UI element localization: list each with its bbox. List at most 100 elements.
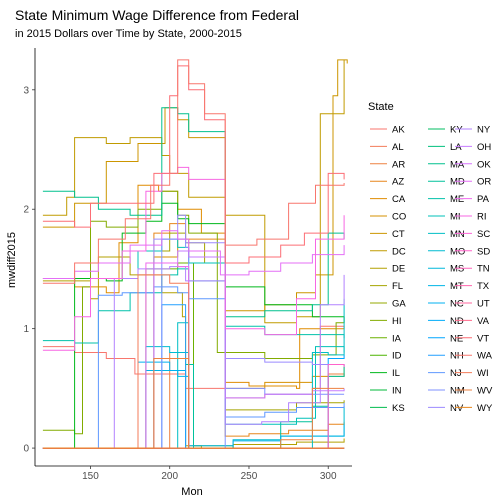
legend-item-nc: NC	[428, 299, 464, 310]
series-line-il	[42, 202, 345, 449]
legend-label: IN	[392, 386, 402, 397]
legend-item-az: AZ	[370, 177, 404, 188]
legend-item-al: AL	[370, 142, 404, 153]
legend-label: KS	[392, 403, 405, 414]
x-tick-label: 150	[82, 471, 99, 482]
legend-item-co: CO	[370, 212, 406, 223]
plot-area	[42, 59, 348, 449]
legend-label: MD	[450, 177, 465, 188]
legend-label: NE	[450, 333, 463, 344]
legend-item-tx: TX	[455, 281, 490, 292]
legend-item-nh: NH	[428, 351, 464, 362]
y-axis-label: mwdiff2015	[6, 232, 18, 288]
legend-item-hi: HI	[370, 316, 402, 327]
legend-label: ND	[450, 316, 464, 327]
series-line-vt	[42, 65, 345, 264]
axes: 150 200 250 300 0 1 2 3	[23, 48, 352, 482]
legend-label: SD	[477, 246, 490, 257]
x-tick-label: 200	[161, 471, 178, 482]
legend-label: DE	[392, 264, 405, 275]
series-line-wa	[42, 59, 345, 284]
legend-item-oh: OH	[455, 142, 491, 153]
legend-item-ok: OK	[455, 159, 491, 170]
legend-item-mt: MT	[428, 281, 464, 292]
legend-label: VA	[477, 316, 490, 327]
legend-label: OK	[477, 159, 491, 170]
series-line-ct	[42, 59, 348, 312]
legend-item-or: OR	[455, 177, 491, 188]
legend-item-la: LA	[428, 142, 462, 153]
x-axis-label: Mon	[181, 486, 202, 498]
legend-item-me: ME	[428, 194, 464, 205]
legend-item-tn: TN	[455, 264, 490, 275]
legend-label: TX	[477, 281, 490, 292]
legend-item-va: VA	[455, 316, 490, 327]
chart-title: State Minimum Wage Difference from Feder…	[15, 7, 299, 23]
legend-label: TN	[477, 264, 490, 275]
series-line-ma	[42, 107, 345, 318]
legend-label: WI	[477, 368, 489, 379]
legend-label: WY	[477, 403, 493, 414]
legend-label: AK	[392, 125, 405, 136]
legend-label: UT	[477, 299, 490, 310]
legend-item-ne: NE	[428, 333, 463, 344]
legend-label: IL	[392, 368, 400, 379]
legend-item-wy: WY	[455, 403, 493, 414]
legend-label: CA	[392, 194, 406, 205]
legend-label: GA	[392, 299, 406, 310]
legend-label: NH	[450, 351, 464, 362]
legend-label: MI	[450, 212, 461, 223]
legend-item-ny: NY	[455, 125, 491, 136]
legend-item-pa: PA	[455, 194, 490, 205]
legend-item-ms: MS	[428, 264, 464, 275]
legend-label: PA	[477, 194, 490, 205]
legend-label: VT	[477, 333, 489, 344]
legend-item-ri: RI	[455, 212, 487, 223]
legend-label: NY	[477, 125, 491, 136]
legend-item-il: IL	[370, 368, 400, 379]
y-tick-label: 2	[23, 205, 29, 216]
legend-label: RI	[477, 212, 487, 223]
legend-label: ID	[392, 351, 402, 362]
legend-item-wa: WA	[455, 351, 493, 362]
legend-label: FL	[392, 281, 403, 292]
legend-label: AZ	[392, 177, 404, 188]
legend-label: AR	[392, 159, 405, 170]
legend-item-nd: ND	[428, 316, 464, 327]
x-tick-label: 300	[320, 471, 337, 482]
series-line-md	[42, 358, 345, 449]
y-tick-label: 0	[23, 444, 29, 455]
legend-item-ma: MA	[428, 159, 465, 170]
legend-item-fl: FL	[370, 281, 403, 292]
chart-subtitle: in 2015 Dollars over Time by State, 2000…	[15, 28, 242, 40]
legend-label: HI	[392, 316, 402, 327]
y-tick-label: 3	[23, 85, 29, 96]
legend-label: NM	[450, 386, 465, 397]
legend-label: MT	[450, 281, 464, 292]
legend-item-ga: GA	[370, 299, 406, 310]
legend-label: CO	[392, 212, 406, 223]
legend-item-nv: NV	[428, 403, 464, 414]
legend-label: LA	[450, 142, 462, 153]
legend-label: MN	[450, 229, 465, 240]
legend-item-mo: MO	[428, 246, 465, 257]
legend-label: IA	[392, 333, 402, 344]
legend: AK AL AR AZ CA CO CT DC DE FL GA HI IA ID IL IN KS KY LA MA…	[370, 125, 493, 414]
legend-item-mi: MI	[428, 212, 461, 223]
legend-item-id: ID	[370, 351, 402, 362]
legend-label: NJ	[450, 368, 462, 379]
legend-label: CT	[392, 229, 405, 240]
legend-label: MA	[450, 159, 465, 170]
legend-label: MS	[450, 264, 464, 275]
legend-title: State	[368, 101, 394, 113]
legend-item-in: IN	[370, 386, 402, 397]
legend-item-ky: KY	[428, 125, 463, 136]
legend-item-ia: IA	[370, 333, 402, 344]
legend-item-ar: AR	[370, 159, 405, 170]
y-tick-label: 1	[23, 324, 29, 335]
legend-item-sc: SC	[455, 229, 490, 240]
legend-item-ct: CT	[370, 229, 405, 240]
legend-item-md: MD	[428, 177, 465, 188]
legend-label: WV	[477, 386, 493, 397]
